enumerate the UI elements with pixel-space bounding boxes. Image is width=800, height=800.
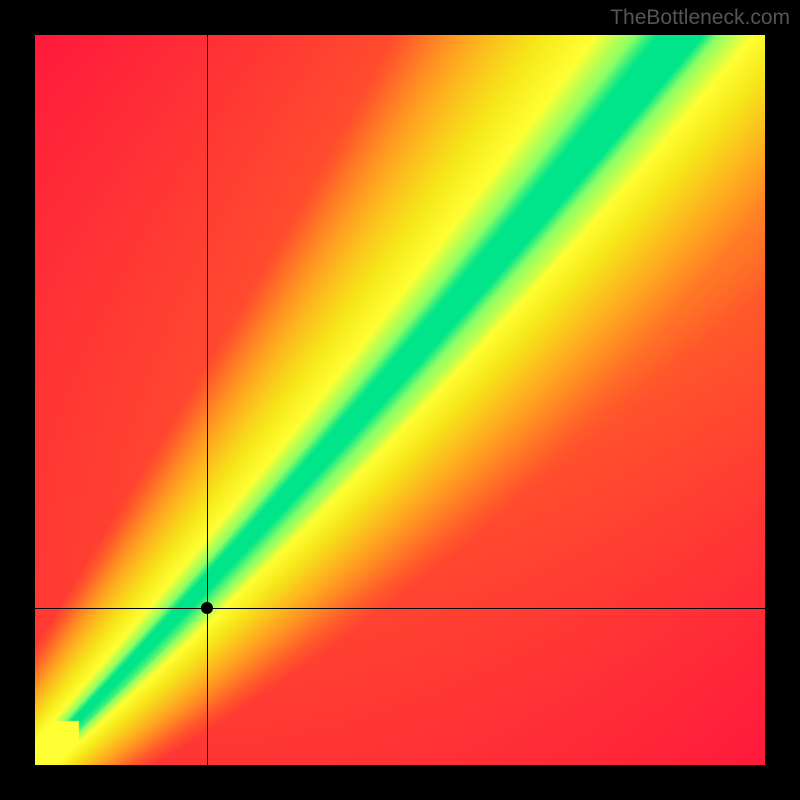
heatmap-canvas (35, 35, 765, 765)
crosshair-vertical (207, 35, 208, 765)
watermark-text: TheBottleneck.com (610, 6, 790, 30)
crosshair-horizontal (35, 608, 765, 609)
crosshair-marker (201, 602, 213, 614)
heatmap-plot (35, 35, 765, 765)
